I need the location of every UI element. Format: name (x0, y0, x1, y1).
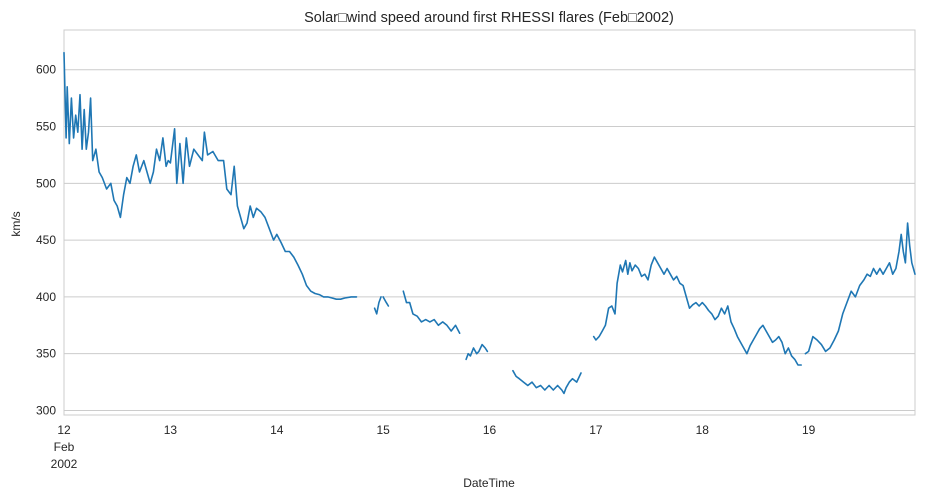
series-line-segment (465, 343, 489, 361)
series-line-segment (402, 290, 461, 335)
wind-speed-series (63, 51, 916, 395)
x-tick-year: 2002 (51, 457, 78, 471)
x-tick-label: 18 (696, 423, 710, 437)
series-line-segment (373, 296, 382, 315)
plot-frame (63, 29, 916, 416)
series-line-segment (804, 222, 916, 355)
x-tick-labels: 12 13 14 15 16 17 18 19 (57, 423, 815, 437)
x-tick-label: 13 (164, 423, 178, 437)
y-tick-label: 500 (36, 176, 56, 190)
y-tick-label: 450 (36, 233, 56, 247)
x-tick-label: 15 (376, 423, 390, 437)
y-tick-label: 350 (36, 347, 56, 361)
x-tick-label: 16 (483, 423, 497, 437)
x-axis-label: DateTime (463, 476, 515, 490)
series-line-segment (512, 369, 582, 395)
series-line-segment (382, 296, 390, 307)
y-axis-label: km/s (9, 211, 23, 236)
y-tick-label: 600 (36, 63, 56, 77)
y-tick-labels: 300 350 400 450 500 550 600 (36, 63, 56, 418)
y-tick-label: 300 (36, 403, 56, 417)
x-tick-label: 19 (802, 423, 816, 437)
x-tick-label: 14 (270, 423, 284, 437)
series-line-segment (592, 256, 803, 366)
x-tick-label: 17 (589, 423, 603, 437)
series-line-segment (63, 51, 358, 301)
chart-title: Solar□wind speed around first RHESSI fla… (304, 10, 674, 26)
x-tick-label: 12 (57, 423, 71, 437)
y-tick-label: 550 (36, 120, 56, 134)
y-gridlines (64, 69, 915, 411)
x-tick-month: Feb (54, 440, 75, 454)
y-tick-label: 400 (36, 290, 56, 304)
